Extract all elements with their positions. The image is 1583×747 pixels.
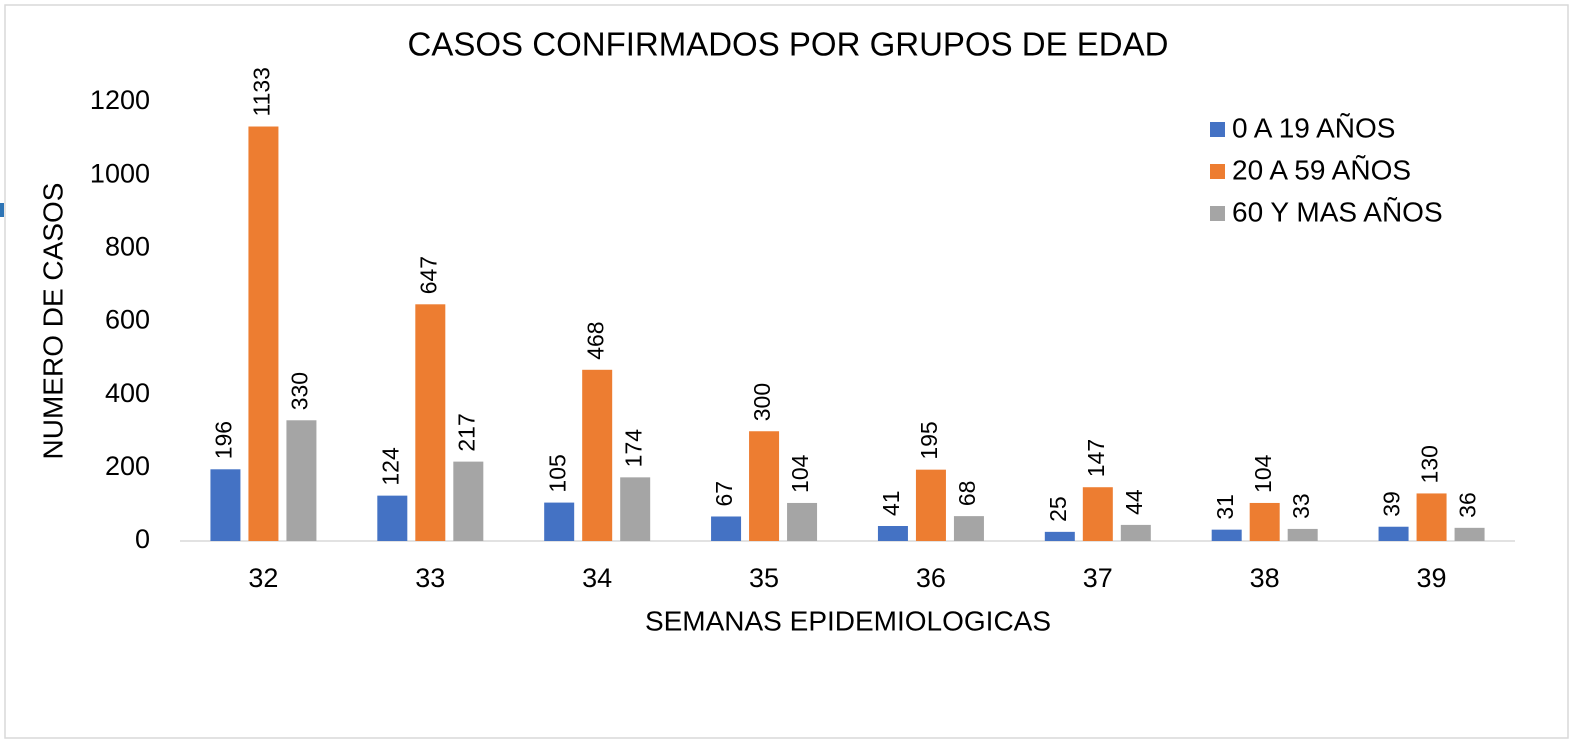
- data-label: 104: [1250, 454, 1276, 493]
- data-label: 39: [1379, 491, 1405, 517]
- legend-swatch: [1210, 206, 1225, 221]
- data-label: 647: [415, 256, 441, 294]
- x-axis-title: SEMANAS EPIDEMIOLOGICAS: [645, 605, 1051, 636]
- bar: [787, 502, 818, 541]
- data-label: 468: [582, 321, 608, 359]
- x-tick-label: 39: [1417, 563, 1447, 593]
- y-tick-label: 400: [105, 378, 150, 408]
- legend-label: 0 A 19 AÑOS: [1232, 112, 1395, 143]
- bar: [1249, 502, 1280, 541]
- data-label: 41: [878, 490, 904, 516]
- x-tick-label: 34: [582, 563, 612, 593]
- legend-label: 60 Y MAS AÑOS: [1232, 196, 1443, 227]
- data-label: 330: [287, 372, 313, 410]
- data-label: 147: [1083, 439, 1109, 477]
- y-tick-label: 800: [105, 231, 150, 261]
- data-label: 36: [1455, 492, 1481, 518]
- data-label: 33: [1288, 493, 1314, 519]
- bar: [377, 495, 408, 541]
- y-tick-label: 1200: [90, 85, 150, 115]
- data-label: 300: [749, 383, 775, 421]
- bar: [711, 516, 742, 541]
- x-tick-label: 37: [1083, 563, 1113, 593]
- bar: [1287, 528, 1318, 541]
- y-tick-label: 600: [105, 305, 150, 335]
- bar: [1120, 524, 1151, 541]
- data-label: 31: [1212, 494, 1238, 520]
- data-label: 217: [453, 413, 479, 451]
- legend-label: 20 A 59 AÑOS: [1232, 154, 1411, 185]
- bar: [415, 304, 446, 541]
- bar: [1454, 527, 1485, 541]
- y-tick-label: 0: [135, 524, 150, 554]
- data-label: 124: [377, 447, 403, 486]
- bar: [1082, 487, 1113, 541]
- data-label: 105: [544, 454, 570, 492]
- data-label: 174: [620, 429, 646, 468]
- legend-swatch: [1210, 164, 1225, 179]
- bar: [210, 469, 241, 541]
- data-label: 130: [1417, 445, 1443, 483]
- x-tick-label: 33: [415, 563, 445, 593]
- edge-marker: [0, 203, 4, 217]
- bar: [582, 369, 613, 541]
- x-tick-label: 32: [248, 563, 278, 593]
- y-tick-label: 200: [105, 451, 150, 481]
- data-label: 196: [211, 421, 237, 459]
- chart-title: CASOS CONFIRMADOS POR GRUPOS DE EDAD: [408, 26, 1169, 63]
- bar: [1211, 529, 1242, 541]
- bar: [877, 526, 908, 541]
- bar: [1416, 493, 1447, 541]
- x-tick-label: 35: [749, 563, 779, 593]
- y-axis-title: NUMERO DE CASOS: [37, 183, 68, 460]
- x-tick-label: 38: [1250, 563, 1280, 593]
- bar: [620, 477, 651, 541]
- bar: [1044, 531, 1075, 541]
- data-label: 195: [916, 421, 942, 459]
- data-label: 25: [1045, 496, 1071, 522]
- bar: [915, 469, 946, 541]
- bar: [953, 516, 984, 541]
- bar: [286, 420, 317, 541]
- bar: [544, 502, 575, 541]
- bar: [453, 461, 484, 541]
- data-label: 1133: [249, 67, 275, 116]
- data-label: 44: [1121, 489, 1147, 515]
- legend-swatch: [1210, 122, 1225, 137]
- data-label: 104: [787, 454, 813, 493]
- bar: [1378, 526, 1409, 541]
- x-tick-label: 36: [916, 563, 946, 593]
- bar: [248, 126, 279, 541]
- y-tick-label: 1000: [90, 158, 150, 188]
- bar: [749, 431, 780, 541]
- data-label: 68: [954, 481, 980, 507]
- data-label: 67: [711, 481, 737, 507]
